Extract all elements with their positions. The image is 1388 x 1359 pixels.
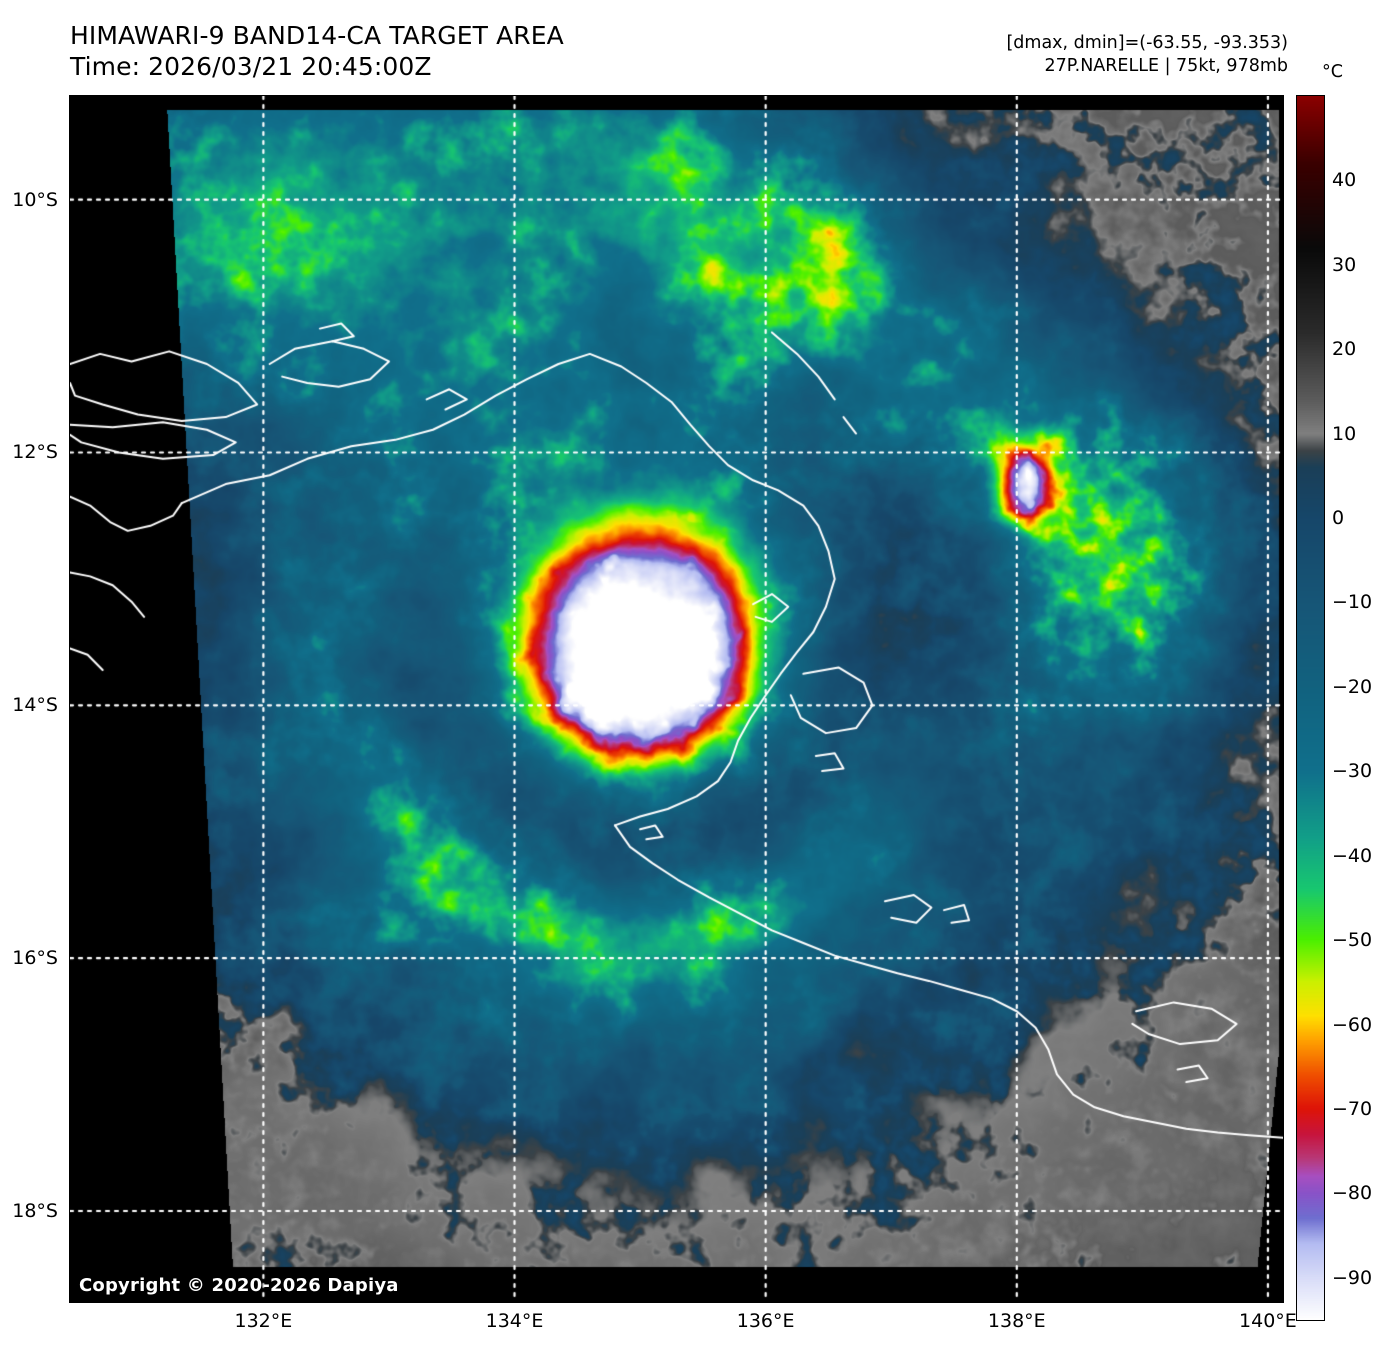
colorbar-tick-6: −20 bbox=[1332, 675, 1373, 698]
colorbar-tick-7: −30 bbox=[1332, 760, 1373, 783]
latitude-tick-1: 12°S bbox=[12, 441, 58, 464]
longitude-tick-3: 138°E bbox=[987, 1310, 1046, 1332]
colorbar-tick-1: 30 bbox=[1332, 253, 1357, 276]
longitude-tick-1: 134°E bbox=[485, 1310, 544, 1332]
timestamp-line: Time: 2026/03/21 20:45:00Z bbox=[70, 52, 432, 81]
colorbar-tick-8: −40 bbox=[1332, 844, 1373, 867]
latitude-tick-0: 10°S bbox=[12, 188, 58, 211]
colorbar-tick-11: −70 bbox=[1332, 1097, 1373, 1120]
colorbar-tick-2: 20 bbox=[1332, 338, 1357, 361]
storm-label: 27P.NARELLE | 75kt, 978mb bbox=[1044, 56, 1288, 76]
satellite-image-plot: Copyright © 2020-2026 Dapiya bbox=[69, 95, 1284, 1303]
page-title: HIMAWARI-9 BAND14-CA TARGET AREA Time: 2… bbox=[70, 20, 564, 82]
colorbar-tick-5: −10 bbox=[1332, 591, 1373, 614]
colorbar-unit-label: °C bbox=[1322, 62, 1343, 82]
longitude-tick-0: 132°E bbox=[234, 1310, 293, 1332]
colorbar-tick-4: 0 bbox=[1332, 507, 1345, 530]
title-line: HIMAWARI-9 BAND14-CA TARGET AREA bbox=[70, 21, 564, 50]
latitude-tick-2: 14°S bbox=[12, 694, 58, 717]
colorbar-tick-12: −80 bbox=[1332, 1182, 1373, 1205]
colorbar-tick-0: 40 bbox=[1332, 169, 1357, 192]
longitude-tick-4: 140°E bbox=[1239, 1310, 1297, 1332]
infrared-brightness-temperature-raster bbox=[70, 96, 1283, 1302]
dminmax-label: [dmax, dmin]=(-63.55, -93.353) bbox=[1006, 33, 1288, 53]
latitude-tick-4: 18°S bbox=[12, 1199, 58, 1222]
latitude-tick-3: 16°S bbox=[12, 947, 58, 970]
colorbar-tick-13: −90 bbox=[1332, 1266, 1373, 1289]
colorbar-tick-9: −50 bbox=[1332, 929, 1373, 952]
copyright-label: Copyright © 2020-2026 Dapiya bbox=[79, 1275, 399, 1296]
temperature-colorbar bbox=[1296, 95, 1325, 1321]
colorbar-tick-10: −60 bbox=[1332, 1013, 1373, 1036]
metadata-block: [dmax, dmin]=(-63.55, -93.353) 27P.NAREL… bbox=[1006, 32, 1288, 78]
longitude-tick-2: 136°E bbox=[736, 1310, 795, 1332]
colorbar-gradient bbox=[1297, 96, 1324, 1320]
colorbar-tick-3: 10 bbox=[1332, 422, 1357, 445]
